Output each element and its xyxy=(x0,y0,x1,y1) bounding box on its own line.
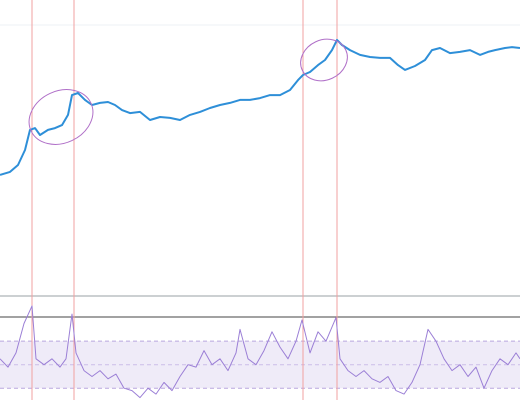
highlight-ellipse xyxy=(300,38,348,82)
series-line xyxy=(0,305,520,399)
series-line xyxy=(0,38,520,176)
highlight-ellipse xyxy=(28,89,94,145)
